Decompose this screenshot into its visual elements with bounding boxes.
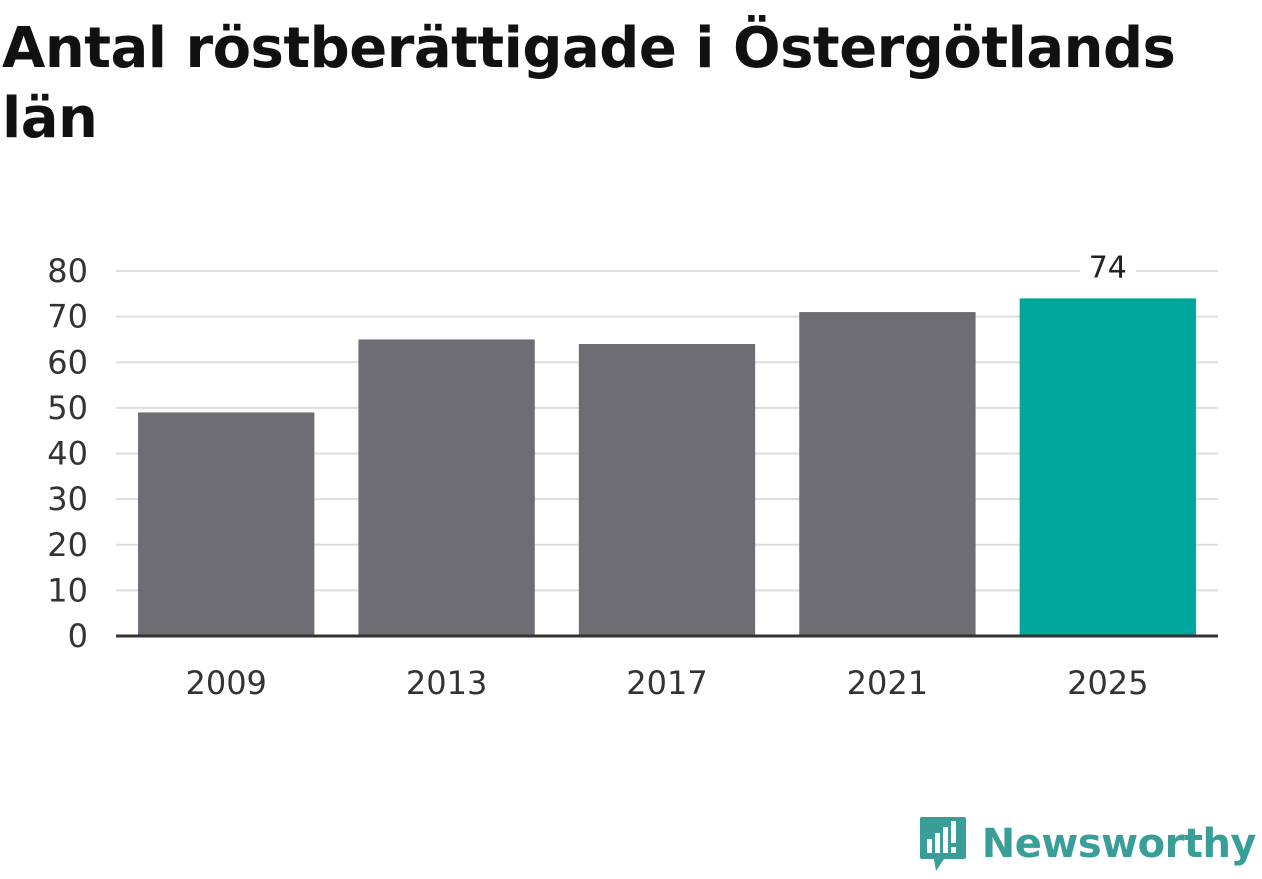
x-tick-label: 2025 <box>1067 664 1148 702</box>
y-tick-label: 40 <box>47 435 88 473</box>
x-tick-label: 2021 <box>847 664 928 702</box>
data-labels: 74 <box>1079 248 1136 285</box>
x-tick-label: 2017 <box>626 664 707 702</box>
y-tick-label: 10 <box>47 571 88 609</box>
bar-2009 <box>138 412 315 636</box>
bars <box>138 298 1196 636</box>
bar-2017 <box>578 344 756 636</box>
x-tick-label: 2013 <box>406 664 487 702</box>
y-tick-label: 80 <box>47 252 88 290</box>
bar-2025 <box>1019 298 1196 636</box>
brand-name: Newsworthy <box>981 821 1257 867</box>
y-tick-label: 50 <box>47 389 88 427</box>
data-label-background <box>1079 248 1136 283</box>
x-axis-tick-labels: 2009 2013 2017 2021 2025 <box>185 664 1148 702</box>
data-label-2025: 74 <box>1089 250 1127 285</box>
y-tick-label: 60 <box>47 343 88 381</box>
bar-2013 <box>358 339 535 636</box>
newsworthy-logo-icon <box>919 817 966 871</box>
y-axis-tick-labels: 0 10 20 30 40 50 60 70 80 <box>47 252 88 655</box>
x-tick-label: 2009 <box>185 664 266 702</box>
bar-2021 <box>799 312 976 636</box>
y-tick-label: 30 <box>47 480 88 518</box>
chart-title: Antal röstberättigade i Östergötlands lä… <box>2 16 1176 151</box>
brand-logo: Newsworthy <box>918 815 1257 873</box>
y-tick-label: 70 <box>47 298 88 336</box>
y-tick-label: 0 <box>68 617 88 655</box>
y-tick-label: 20 <box>47 526 88 564</box>
